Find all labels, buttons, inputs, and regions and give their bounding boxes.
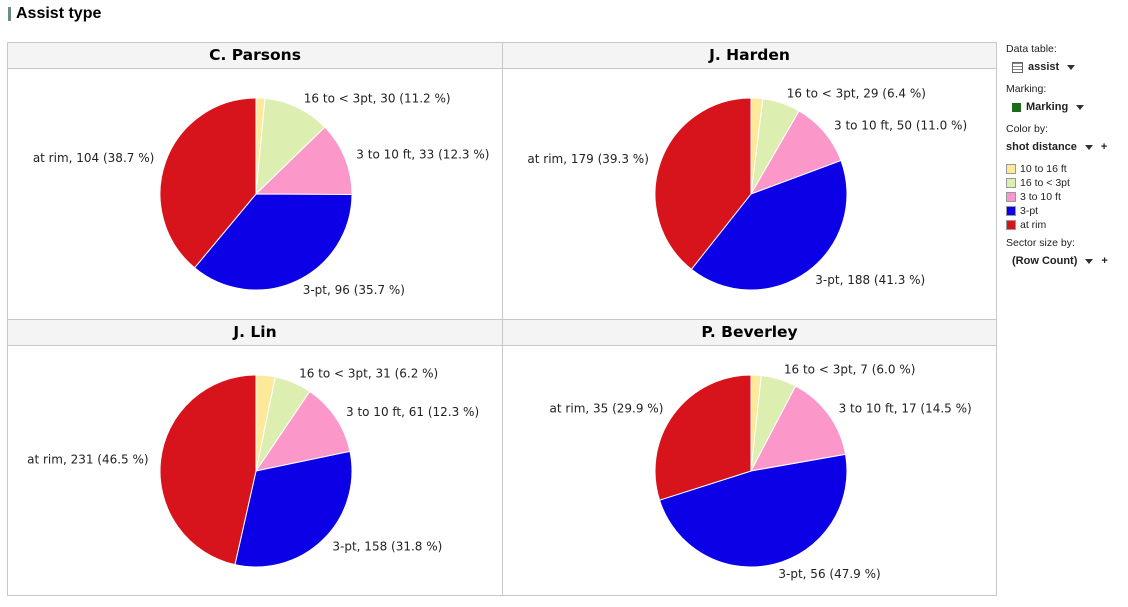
chevron-down-icon[interactable] [1067,64,1076,70]
pie-slice[interactable] [654,374,752,501]
slice-label: 3-pt, 188 (41.3 %) [815,273,925,287]
page-title-text: Assist type [16,5,102,22]
slice-label: 16 to < 3pt, 29 (6.4 %) [787,87,926,101]
pie-slice[interactable] [690,159,848,291]
panel-j-harden[interactable]: J. Harden 16 to < 3pt, 29 (6.4 %) 3 to 10… [503,43,996,320]
slice-label: 3 to 10 ft, 50 (11.0 %) [834,119,967,133]
legend-label: 10 to 16 ft [1020,163,1067,175]
pie-slice[interactable] [254,126,353,196]
legend-item[interactable]: 10 to 16 ft [1006,162,1128,176]
pie-chart[interactable]: 16 to < 3pt, 29 (6.4 %) 3 to 10 ft, 50 (1… [503,68,996,319]
marking-color-icon [1012,102,1021,112]
pie-slice[interactable] [654,97,752,270]
legend-label: at rim [1020,219,1047,231]
chevron-down-icon[interactable] [1084,144,1093,150]
pie-slice[interactable] [234,450,353,568]
slice-label: 16 to < 3pt, 30 (11.2 %) [304,91,451,105]
sector-size-value: (Row Count) [1012,255,1078,267]
legend-swatch [1006,206,1016,216]
slice-label: at rim, 35 (29.9 %) [550,402,664,416]
pie-chart[interactable]: 16 to < 3pt, 7 (6.0 %) 3 to 10 ft, 17 (14… [503,345,996,595]
panel-title: J. Lin [8,320,502,346]
panel-title: C. Parsons [8,43,502,69]
pie-slice[interactable] [749,110,842,195]
legend-item[interactable]: 3-pt [1006,204,1128,218]
data-table-value: assist [1028,61,1060,73]
pie-slice[interactable] [159,97,257,269]
slice-label: 16 to < 3pt, 7 (6.0 %) [784,363,916,377]
table-icon [1012,61,1023,73]
pie-slice[interactable] [658,453,848,568]
sector-size-label: Sector size by: [1006,237,1075,249]
legend-label: 16 to < 3pt [1020,177,1070,189]
pie-slice[interactable] [159,374,257,566]
marking-value: Marking [1026,101,1069,113]
slice-label: at rim, 179 (39.3 %) [527,152,648,166]
pie-chart[interactable]: 16 to < 3pt, 30 (11.2 %) 3 to 10 ft, 33 (… [8,68,502,319]
legend-swatch [1006,192,1016,202]
legend-swatch [1006,178,1016,188]
slice-label: 3 to 10 ft, 61 (12.3 %) [346,405,479,419]
slice-label: at rim, 231 (46.5 %) [27,452,148,466]
legend-label: 3-pt [1020,205,1039,217]
slice-label: at rim, 104 (38.7 %) [33,151,154,165]
panel-title: P. Beverley [503,320,996,346]
panel-title: J. Harden [503,43,996,69]
pie-slice[interactable] [193,193,353,291]
color-by-value: shot distance [1006,141,1077,153]
pie-slice[interactable] [255,97,326,196]
data-table-dropdown[interactable]: assist [1012,58,1128,76]
properties-panel: Data table: assist Marking: Marking Colo… [1006,42,1128,276]
marking-label: Marking: [1006,83,1047,95]
legend-label: 3 to 10 ft [1020,191,1061,203]
color-legend: 10 to 16 ft 16 to < 3pt 3 to 10 ft 3-pt at r… [1006,162,1128,232]
data-table-label: Data table: [1006,43,1057,55]
title-accent-bar [8,7,11,21]
pie-slice[interactable] [750,385,847,472]
slice-label: 3-pt, 158 (31.8 %) [332,540,442,554]
color-by-label: Color by: [1006,123,1049,135]
panel-c-parsons[interactable]: C. Parsons 16 to < 3pt, 30 (11.2 %) 3 to … [8,43,503,320]
marking-dropdown[interactable]: Marking [1012,98,1128,116]
add-icon[interactable]: + [1101,255,1108,267]
slice-label: 16 to < 3pt, 31 (6.2 %) [299,366,438,380]
trellis-grid: C. Parsons 16 to < 3pt, 30 (11.2 %) 3 to … [7,42,997,596]
chevron-down-icon[interactable] [1076,104,1085,110]
chevron-down-icon[interactable] [1085,258,1094,264]
legend-item[interactable]: at rim [1006,218,1128,232]
pie-slice[interactable] [254,390,351,472]
slice-label: 3-pt, 96 (35.7 %) [303,283,405,297]
sector-size-dropdown[interactable]: (Row Count) + [1012,252,1128,270]
add-icon[interactable]: + [1100,141,1108,153]
slice-label: 3 to 10 ft, 17 (14.5 %) [839,402,972,416]
legend-item[interactable]: 16 to < 3pt [1006,176,1128,190]
pie-chart[interactable]: 16 to < 3pt, 31 (6.2 %) 3 to 10 ft, 61 (1… [8,345,502,595]
page-title: Assist type [8,4,101,24]
legend-swatch [1006,220,1016,230]
slice-label: 3-pt, 56 (47.9 %) [778,567,880,581]
legend-swatch [1006,164,1016,174]
legend-item[interactable]: 3 to 10 ft [1006,190,1128,204]
slice-label: 3 to 10 ft, 33 (12.3 %) [356,147,489,161]
panel-j-lin[interactable]: J. Lin 16 to < 3pt, 31 (6.2 %) 3 to 10 ft… [8,320,503,595]
color-by-dropdown[interactable]: shot distance + [1006,138,1128,156]
panel-p-beverley[interactable]: P. Beverley 16 to < 3pt, 7 (6.0 %) 3 to 1… [503,320,996,595]
